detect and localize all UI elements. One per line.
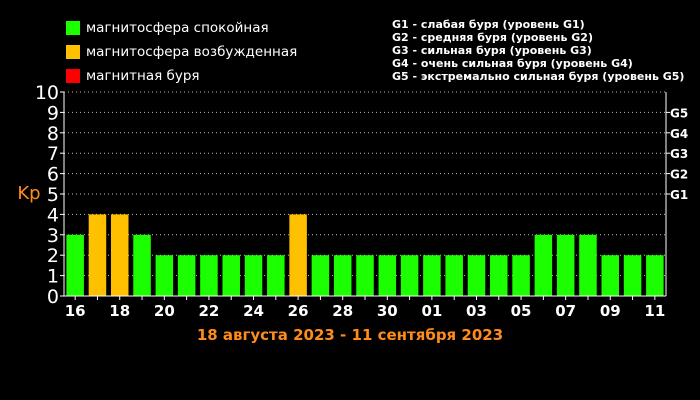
y-tick-label: 5 xyxy=(47,184,59,206)
y-tick-label: 3 xyxy=(47,225,59,247)
storm-level-g2: G2 - средняя буря (уровень G2) xyxy=(392,31,593,44)
x-tick-label: 07 xyxy=(555,302,576,320)
kp-bar xyxy=(110,214,129,296)
kp-bar xyxy=(467,255,486,296)
x-tick-label: 18 xyxy=(109,302,130,320)
y-tick-label: 9 xyxy=(47,102,59,124)
axis-layer xyxy=(60,91,670,300)
legend-label-active: магнитосфера возбужденная xyxy=(86,44,298,60)
x-tick-label: 01 xyxy=(421,302,442,320)
kp-bar xyxy=(490,255,508,296)
storm-levels-legend: G1 - слабая буря (уровень G1) G2 - средн… xyxy=(392,18,684,83)
x-tick-label: 30 xyxy=(377,302,398,320)
x-tick-label: 03 xyxy=(466,302,487,320)
storm-level-g5: G5 - экстремально сильная буря (уровень … xyxy=(392,70,685,83)
y-tick-label: 1 xyxy=(47,266,59,288)
kp-bar xyxy=(333,255,352,296)
kp-bar xyxy=(155,255,174,296)
g-level-tick-label: G5 xyxy=(670,106,688,120)
kp-bar xyxy=(400,255,419,296)
legend-item-active: магнитосфера возбужденная xyxy=(66,40,297,64)
kp-bar xyxy=(356,255,374,296)
kp-bar xyxy=(222,255,240,296)
storm-level-g3: G3 - сильная буря (уровень G3) xyxy=(392,44,592,57)
kp-bar xyxy=(601,255,620,296)
kp-bar xyxy=(378,255,397,296)
legend-item-storm: магнитная буря xyxy=(66,64,297,88)
kp-bar xyxy=(556,234,575,296)
y-tick-label: 7 xyxy=(47,143,59,165)
legend-label-storm: магнитная буря xyxy=(86,68,200,84)
y-tick-label: 6 xyxy=(47,164,59,186)
kp-bar xyxy=(623,255,642,296)
legend-swatch-storm xyxy=(66,69,80,83)
x-tick-label: 24 xyxy=(243,302,264,320)
grid-layer xyxy=(64,91,666,277)
kp-bar xyxy=(200,255,218,296)
x-tick-label: 05 xyxy=(511,302,532,320)
date-range-subtitle: 18 августа 2023 - 11 сентября 2023 xyxy=(197,326,503,344)
kp-bar xyxy=(445,255,463,296)
kp-bar xyxy=(244,255,263,296)
y-axis-title: Kp xyxy=(17,183,40,204)
kp-bar xyxy=(534,234,553,296)
legend: магнитосфера спокойная магнитосфера возб… xyxy=(66,16,297,88)
g-level-tick-label: G4 xyxy=(670,127,688,141)
g-level-tick-label: G3 xyxy=(670,147,688,161)
x-tick-label: 28 xyxy=(332,302,353,320)
x-tick-label: 22 xyxy=(198,302,219,320)
kp-bar xyxy=(646,255,664,296)
storm-level-g1: G1 - слабая буря (уровень G1) xyxy=(392,18,585,31)
legend-swatch-active xyxy=(66,45,80,59)
y-tick-label: 2 xyxy=(47,245,59,267)
y-tick-label: 0 xyxy=(47,286,59,308)
y-tick-label: 10 xyxy=(35,82,59,104)
legend-swatch-quiet xyxy=(66,21,80,35)
kp-bar xyxy=(177,255,196,296)
x-tick-label: 11 xyxy=(644,302,665,320)
kp-bar xyxy=(512,255,530,296)
legend-label-quiet: магнитосфера спокойная xyxy=(86,20,269,36)
g-level-tick-label: G2 xyxy=(670,168,688,182)
kp-bar xyxy=(88,214,107,296)
y-tick-label: 8 xyxy=(47,123,59,145)
x-tick-label: 16 xyxy=(65,302,86,320)
g-level-tick-label: G1 xyxy=(670,188,688,202)
x-tick-label: 09 xyxy=(600,302,621,320)
kp-bar xyxy=(423,255,441,296)
storm-level-g4: G4 - очень сильная буря (уровень G4) xyxy=(392,57,633,70)
kp-bar xyxy=(579,234,597,296)
x-tick-label: 20 xyxy=(154,302,175,320)
kp-bar xyxy=(133,234,151,296)
kp-bar xyxy=(267,255,285,296)
bars-layer xyxy=(66,214,664,296)
kp-bar xyxy=(311,255,330,296)
x-tick-label: 26 xyxy=(288,302,309,320)
kp-bar xyxy=(66,234,84,296)
y-tick-label: 4 xyxy=(47,204,59,226)
legend-item-quiet: магнитосфера спокойная xyxy=(66,16,297,40)
kp-bar xyxy=(289,214,307,296)
